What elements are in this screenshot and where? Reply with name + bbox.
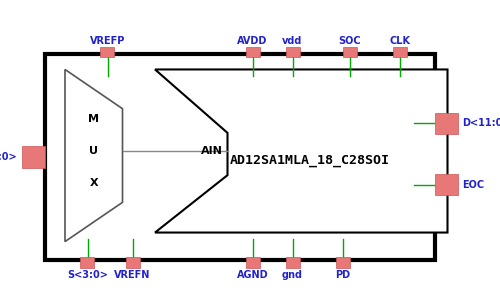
- Text: M: M: [88, 114, 99, 124]
- Text: SOC: SOC: [338, 36, 361, 46]
- Text: CLK: CLK: [390, 36, 410, 46]
- Polygon shape: [65, 69, 122, 242]
- Text: X: X: [90, 178, 98, 188]
- Bar: [22, 146, 45, 168]
- Bar: [80, 257, 94, 268]
- Text: AD12SA1MLA_18_C28SOI: AD12SA1MLA_18_C28SOI: [230, 153, 390, 167]
- Bar: [435, 113, 458, 134]
- Text: AIN: AIN: [200, 146, 222, 156]
- Text: gnd: gnd: [282, 269, 303, 280]
- Text: S<3:0>: S<3:0>: [67, 269, 108, 280]
- Bar: [435, 174, 458, 195]
- Text: AVDD: AVDD: [238, 36, 268, 46]
- Text: vdd: vdd: [282, 36, 302, 46]
- Bar: [45, 54, 435, 260]
- Bar: [100, 47, 114, 57]
- Text: AGND: AGND: [236, 269, 268, 280]
- Bar: [286, 257, 300, 268]
- Text: VREFN: VREFN: [114, 269, 150, 280]
- Text: VREFP: VREFP: [90, 36, 125, 46]
- Bar: [343, 47, 357, 57]
- Text: PD: PD: [335, 269, 350, 280]
- Bar: [246, 47, 260, 57]
- Text: U: U: [89, 146, 98, 156]
- Bar: [336, 257, 349, 268]
- Text: EOC: EOC: [462, 180, 484, 190]
- Bar: [286, 47, 300, 57]
- Bar: [393, 47, 407, 57]
- Text: D<11:0>: D<11:0>: [462, 118, 500, 128]
- Bar: [126, 257, 140, 268]
- Text: AIN<15:0>: AIN<15:0>: [0, 152, 18, 162]
- Bar: [246, 257, 260, 268]
- Polygon shape: [155, 69, 448, 233]
